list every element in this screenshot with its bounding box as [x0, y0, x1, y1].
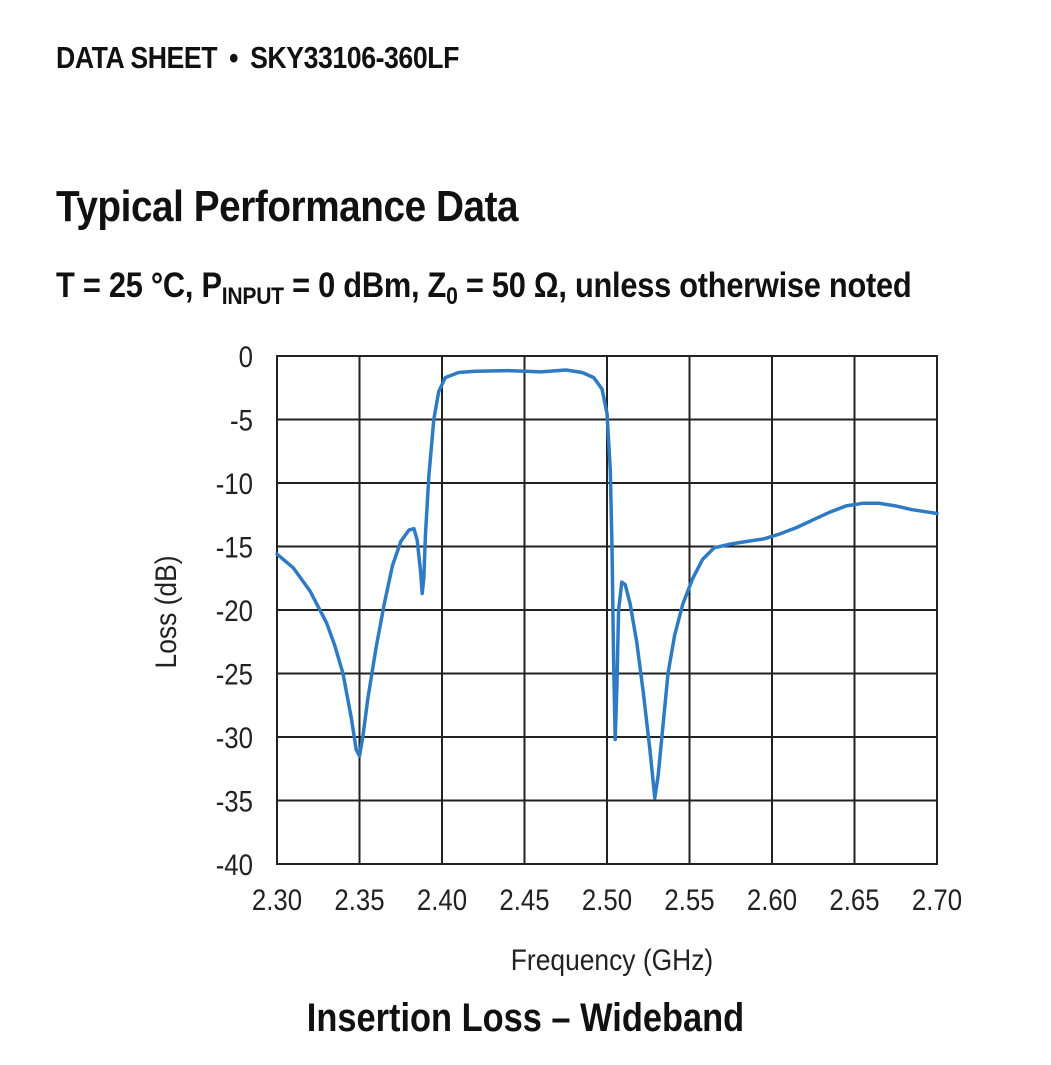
doc-type: DATA SHEET — [56, 40, 218, 75]
y-tick-label: -25 — [216, 658, 253, 691]
x-tick-label: 2.50 — [582, 883, 632, 916]
y-tick-label: -20 — [216, 594, 253, 627]
conditions-end: = 50 Ω, unless otherwise noted — [457, 266, 912, 305]
insertion-loss-chart: 0 -5 -10 -15 -20 -25 -30 -35 -40 2.30 2.35 2.40 2.4… — [0, 330, 1051, 990]
chart-svg: 0 -5 -10 -15 -20 -25 -30 -35 -40 2.30 2.35 2.40 2.4… — [148, 340, 962, 976]
y-tick-label: -5 — [230, 404, 253, 437]
chart-series — [275, 368, 939, 800]
conditions-p-subscript: INPUT — [221, 283, 284, 310]
y-axis-label: Loss (dB) — [148, 556, 182, 669]
header-separator: • — [229, 40, 239, 75]
y-tick-label: -35 — [216, 785, 253, 818]
x-tick-label: 2.30 — [252, 883, 302, 916]
y-tick-label: -15 — [216, 531, 253, 564]
x-tick-labels: 2.30 2.35 2.40 2.45 2.50 2.55 2.60 2.65 2.70 — [252, 883, 962, 916]
datasheet-header: DATA SHEET • SKY33106-360LF — [56, 40, 459, 76]
x-tick-label: 2.40 — [417, 883, 467, 916]
chart-grid — [276, 355, 938, 865]
y-tick-label: -10 — [216, 467, 253, 500]
x-tick-label: 2.60 — [747, 883, 797, 916]
chart-title: Insertion Loss – Wideband — [306, 996, 745, 1040]
conditions-mid: = 0 dBm, Z — [283, 266, 447, 305]
x-tick-label: 2.55 — [664, 883, 714, 916]
y-tick-label: 0 — [239, 340, 253, 373]
y-tick-label: -30 — [216, 721, 253, 754]
section-title: Typical Performance Data — [56, 182, 519, 231]
conditions-temp-p: T = 25 °C, P — [56, 266, 222, 305]
y-tick-labels: 0 -5 -10 -15 -20 -25 -30 -35 -40 — [216, 340, 253, 881]
x-tick-label: 2.45 — [499, 883, 549, 916]
part-number: SKY33106-360LF — [250, 40, 459, 75]
x-tick-label: 2.65 — [829, 883, 879, 916]
conditions-z-subscript: 0 — [446, 283, 458, 310]
test-conditions: T = 25 °C, PINPUT = 0 dBm, Z0 = 50 Ω, un… — [56, 266, 1051, 316]
insertion-loss-series-line — [275, 368, 939, 800]
x-tick-label: 2.35 — [334, 883, 384, 916]
x-axis-label: Frequency (GHz) — [511, 942, 713, 976]
x-tick-label: 2.70 — [912, 883, 962, 916]
y-tick-label: -40 — [216, 848, 253, 881]
